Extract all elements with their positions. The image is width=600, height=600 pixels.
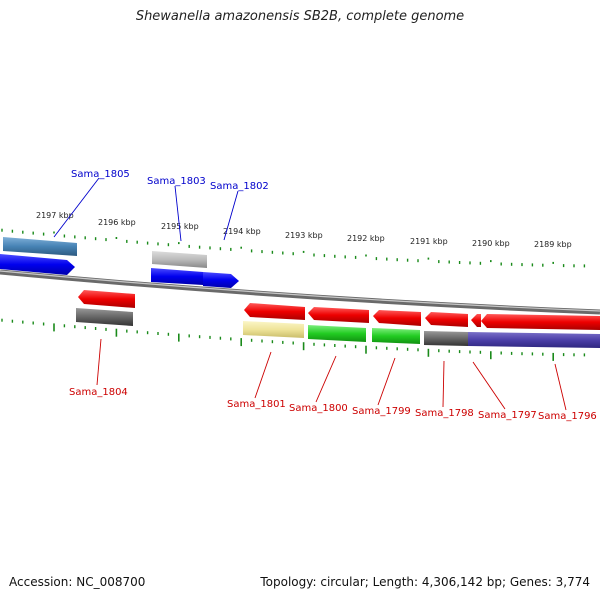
leader-lines <box>53 177 567 411</box>
leader-line-sama-1799 <box>377 357 396 406</box>
tick-label-2194: 2194 kbp <box>223 227 261 236</box>
gene-feature-sama-1802[interactable] <box>203 272 239 288</box>
gene-label-sama-1805[interactable]: Sama_1805 <box>71 169 130 180</box>
reverse-strand-features <box>76 290 600 348</box>
leader-line-sama-1801 <box>254 351 272 399</box>
leader-line-sama-1805 <box>53 177 100 238</box>
gene-track-sama-1804[interactable] <box>76 308 133 326</box>
genome-summary-text: Topology: circular; Length: 4,306,142 bp… <box>260 575 590 589</box>
gene-feature-sama-1805[interactable] <box>0 254 75 275</box>
gene-track-sama-1796[interactable] <box>468 332 600 348</box>
tick-label-2192: 2192 kbp <box>347 234 385 243</box>
gene-label-sama-1799[interactable]: Sama_1799 <box>352 406 411 417</box>
gene-label-sama-1796[interactable]: Sama_1796 <box>538 411 597 422</box>
leader-line-sama-1802 <box>223 190 239 241</box>
genome-backbone-highlight <box>0 270 600 312</box>
gene-feature-sama-1796[interactable] <box>481 314 600 330</box>
tick-label-2190: 2190 kbp <box>472 239 510 248</box>
map-title: Shewanella amazonensis SB2B, complete ge… <box>135 9 465 24</box>
outer-tick-ring <box>1 228 586 268</box>
gene-label-sama-1801[interactable]: Sama_1801 <box>227 399 286 410</box>
gene-label-sama-1800[interactable]: Sama_1800 <box>289 403 348 414</box>
gene-feature-sama-1803-top[interactable] <box>152 251 207 268</box>
gene-feature-sama-1801[interactable] <box>244 303 305 320</box>
gene-feature-sama-1797[interactable] <box>471 314 481 327</box>
gene-feature-sama-1800[interactable] <box>308 307 369 323</box>
gene-feature-sama-1799[interactable] <box>373 310 421 326</box>
tick-label-2191: 2191 kbp <box>410 237 448 246</box>
leader-line-sama-1800 <box>315 355 337 403</box>
gene-label-sama-1802[interactable]: Sama_1802 <box>210 181 269 192</box>
gene-label-sama-1797[interactable]: Sama_1797 <box>478 410 537 421</box>
gene-feature-sama-1803[interactable] <box>151 268 203 285</box>
tick-label-2196: 2196 kbp <box>98 218 136 227</box>
gene-feature-sama-1804[interactable] <box>78 290 135 308</box>
gene-label-sama-1804[interactable]: Sama_1804 <box>69 387 128 398</box>
accession-text: Accession: NC_008700 <box>9 575 146 589</box>
leader-line-sama-1803 <box>174 185 182 242</box>
leader-line-sama-1796 <box>554 363 567 411</box>
gene-label-sama-1798[interactable]: Sama_1798 <box>415 408 474 419</box>
forward-strand-features <box>0 237 239 288</box>
tick-label-2189: 2189 kbp <box>534 240 572 249</box>
leader-line-sama-1804 <box>96 338 102 386</box>
gene-track-sama-1801[interactable] <box>243 321 304 338</box>
inner-tick-ring <box>1 318 586 361</box>
gene-feature-sama-1805-top[interactable] <box>3 237 77 256</box>
tick-label-2193: 2193 kbp <box>285 231 323 240</box>
tick-label-2197: 2197 kbp <box>36 211 74 220</box>
gene-track-sama-1799[interactable] <box>372 328 420 344</box>
gene-track-sama-1800[interactable] <box>308 325 366 342</box>
gene-labels: Sama_1805 Sama_1803 Sama_1802 Sama_1804 … <box>69 169 597 422</box>
gene-track-sama-1798[interactable] <box>424 331 468 346</box>
genome-backbone <box>0 269 600 315</box>
tick-labels: 2197 kbp 2196 kbp 2195 kbp 2194 kbp 2193… <box>36 211 572 249</box>
leader-line-sama-1797 <box>472 361 506 410</box>
gene-feature-sama-1798[interactable] <box>425 312 468 327</box>
gene-label-sama-1803[interactable]: Sama_1803 <box>147 176 206 187</box>
leader-line-sama-1798 <box>442 360 445 408</box>
